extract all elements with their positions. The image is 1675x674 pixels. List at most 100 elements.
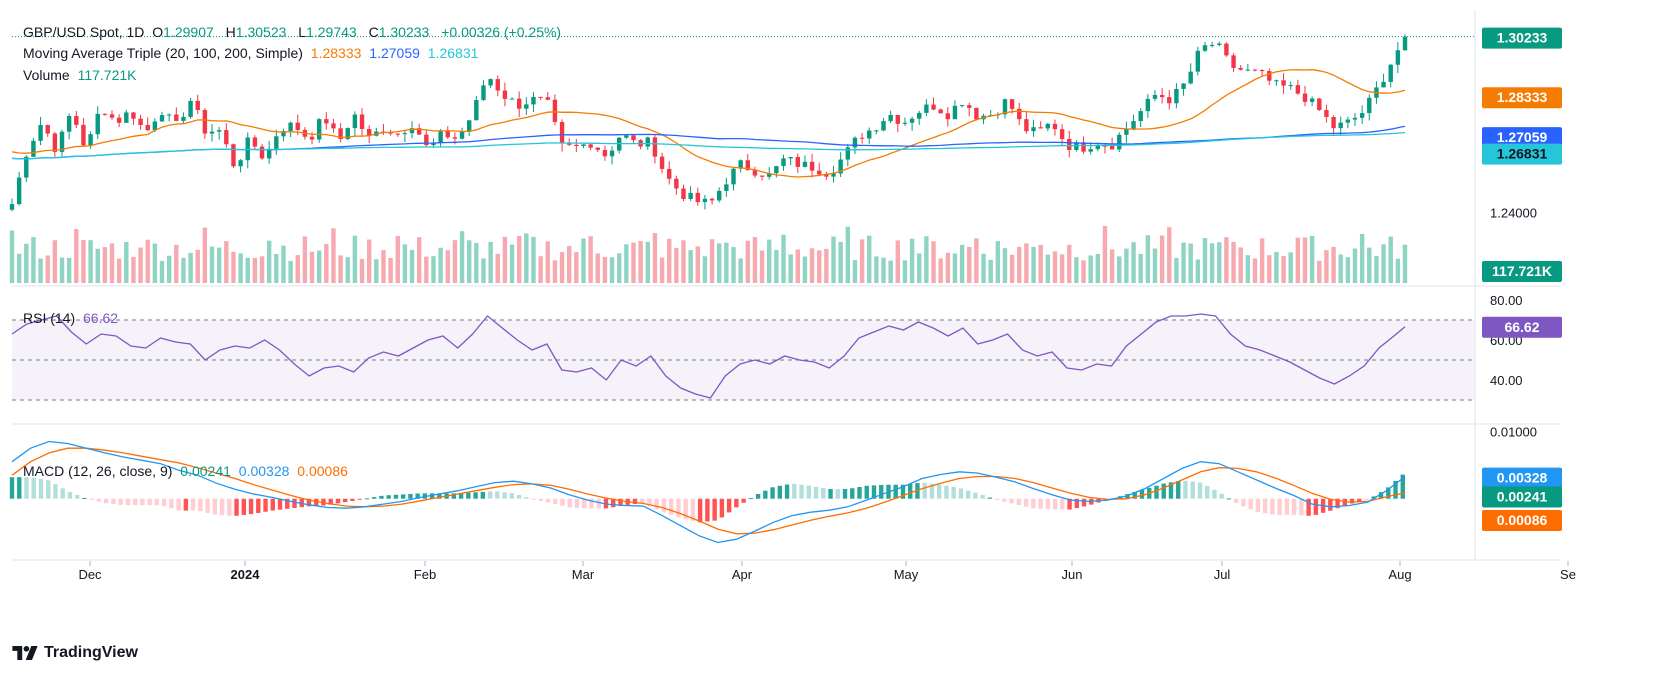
macd-histogram-bar	[545, 498, 551, 503]
candle-body	[9, 204, 15, 210]
macd-histogram-bar	[792, 483, 797, 499]
macd-histogram-bar	[212, 498, 218, 515]
volume-bar	[152, 243, 158, 283]
volume-bar	[1252, 258, 1258, 283]
candle-body	[116, 117, 122, 123]
candle-body	[1138, 111, 1143, 122]
macd-histogram-bar	[574, 498, 580, 508]
volume-bar	[338, 255, 343, 283]
candle-body	[1274, 80, 1279, 82]
close-label: C	[368, 24, 379, 40]
macd-histogram-bar	[1328, 498, 1333, 511]
macd-histogram-bar	[1284, 498, 1290, 515]
macd-histogram-bar	[632, 498, 638, 505]
volume-bar	[1402, 244, 1408, 283]
candle-body	[1131, 121, 1136, 129]
macd-histogram-bar	[908, 483, 913, 499]
volume-value: 117.721K	[77, 67, 137, 83]
candle-body	[88, 134, 93, 146]
volume-bar	[559, 252, 565, 283]
candle-body	[667, 168, 672, 179]
macd-histogram-bar	[965, 490, 971, 499]
candle-body	[1009, 99, 1015, 109]
candle-body	[566, 143, 572, 145]
volume-bar	[845, 226, 851, 283]
macd-histogram-bar	[712, 498, 717, 521]
volume-bar	[967, 246, 972, 283]
tradingview-logo-icon	[12, 646, 38, 660]
candle-body	[831, 173, 836, 177]
volume-bar	[1224, 237, 1229, 283]
macd-histogram-bar	[1081, 498, 1087, 507]
macd-histogram-bar	[1255, 498, 1261, 512]
macd-histogram-bar	[53, 484, 58, 499]
candle-body	[352, 114, 358, 129]
candle-body	[1188, 71, 1193, 84]
volume-bar	[352, 235, 358, 283]
volume-bar	[281, 245, 286, 283]
volume-bar	[566, 245, 572, 283]
candle-body	[709, 198, 715, 201]
macd-histogram-bar	[864, 485, 869, 499]
volume-bar	[231, 251, 236, 283]
macd-histogram-bar	[1009, 498, 1014, 504]
volume-bar	[274, 253, 279, 283]
candle-body	[738, 160, 743, 169]
volume-bar	[1274, 251, 1279, 283]
macd-histogram-bar	[777, 485, 783, 499]
macd-histogram-bar	[473, 492, 478, 499]
candle-body	[202, 110, 208, 134]
candle-body	[674, 178, 679, 189]
candle-body	[95, 113, 100, 135]
candle-body	[588, 144, 593, 148]
volume-bar	[1381, 244, 1386, 283]
volume-bar	[209, 246, 215, 283]
volume-bar	[466, 240, 472, 283]
macd-histogram-bar	[741, 498, 746, 503]
macd-line	[11, 440, 1406, 544]
volume-bar	[45, 255, 50, 283]
tradingview-brand[interactable]: TradingView	[12, 644, 138, 662]
macd-histogram-bar	[900, 484, 906, 499]
rsi-badge	[1482, 316, 1562, 338]
candle-body	[1317, 98, 1322, 111]
candle-body	[45, 125, 50, 134]
volume-bar	[931, 241, 936, 283]
volume-bar	[1288, 252, 1293, 283]
volume-bar	[752, 236, 758, 283]
candle-body	[1381, 81, 1386, 88]
volume-bar	[1088, 255, 1093, 283]
volume-bar	[1167, 227, 1172, 283]
macd-histogram-bar	[871, 485, 877, 499]
ma20-badge	[1482, 87, 1562, 109]
candle-body	[1109, 145, 1115, 150]
volume-bar	[1359, 233, 1365, 283]
candle-body	[1081, 142, 1086, 152]
volume-bar	[759, 250, 765, 283]
volume-bar	[959, 244, 965, 283]
macd-histogram-bar	[1038, 498, 1043, 509]
macd-histogram-bar	[1378, 492, 1384, 499]
volume-bar	[895, 240, 901, 283]
candle-body	[688, 192, 693, 199]
macd-histogram-bar	[567, 498, 572, 508]
macd-histogram-bar	[929, 483, 935, 499]
macd-histogram-bar	[1313, 498, 1319, 515]
candle-body	[702, 198, 708, 203]
candle-body	[774, 166, 779, 174]
volume-bar	[917, 253, 922, 283]
candle-body	[66, 115, 72, 132]
ma200-badge	[1482, 143, 1562, 165]
volume-bar	[1374, 256, 1379, 283]
candle-body	[416, 128, 422, 135]
ma200-line	[11, 131, 1406, 160]
candle-body	[1338, 122, 1343, 129]
macd-histogram-bar	[46, 480, 51, 499]
candle-body	[502, 90, 508, 99]
macd-histogram-bar	[1233, 498, 1239, 504]
macd-histogram-bar	[364, 498, 370, 500]
volume-bar	[667, 238, 672, 283]
candle-body	[138, 118, 143, 125]
x-tick-label: Mar	[572, 567, 595, 582]
